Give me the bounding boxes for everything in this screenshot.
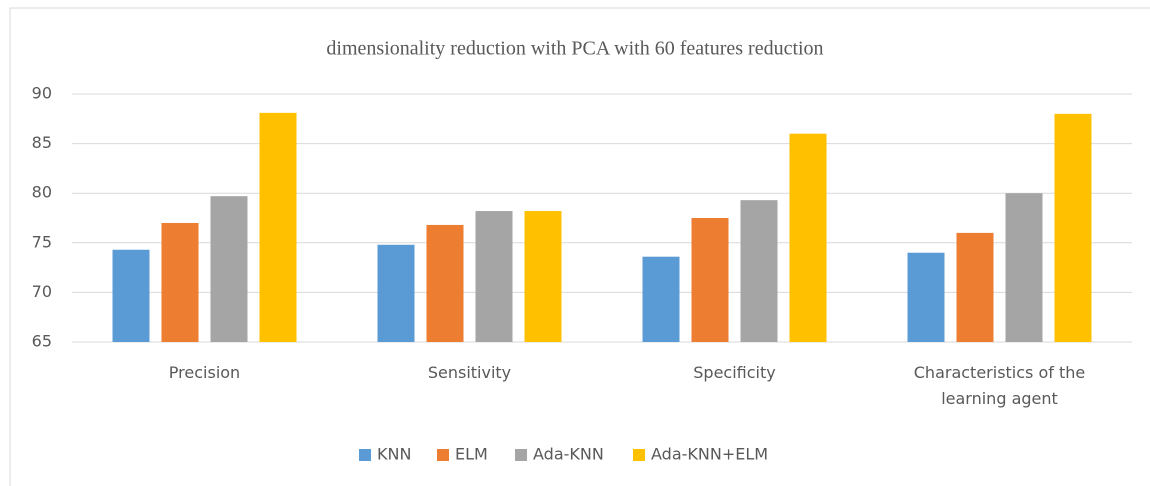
legend-swatch: [359, 449, 371, 461]
bar: [1005, 193, 1043, 342]
bar: [956, 232, 994, 342]
bar: [475, 211, 513, 342]
x-tick-label: Precision: [168, 363, 241, 382]
x-tick-label-box: Specificity: [693, 363, 776, 382]
legend-label: ELM: [455, 445, 488, 464]
bar: [907, 252, 945, 342]
bar: [642, 256, 680, 342]
legend-label: Ada-KNN+ELM: [651, 445, 768, 464]
bar: [112, 249, 150, 342]
bar: [161, 222, 199, 342]
bar: [740, 200, 778, 342]
chart-title: dimensionality reduction with PCA with 6…: [326, 38, 823, 60]
y-tick-label: 70: [32, 282, 52, 301]
bar: [691, 218, 729, 342]
x-tick-label-box: Sensitivity: [427, 363, 512, 382]
legend-label: KNN: [377, 445, 411, 464]
legend-swatch: [633, 449, 645, 461]
bar: [210, 196, 248, 342]
y-tick-label: 65: [32, 332, 52, 351]
legend-swatch: [515, 449, 527, 461]
x-tick-label: Characteristics of the learning agent: [913, 363, 1086, 408]
y-tick-label: 85: [32, 133, 52, 152]
legend-swatch: [437, 449, 449, 461]
legend-label: Ada-KNN: [533, 445, 604, 464]
bar: [259, 112, 297, 343]
x-tick-label: Specificity: [693, 363, 776, 382]
x-tick-label-box: Characteristics of the learning agent: [913, 363, 1086, 408]
bar: [789, 133, 827, 342]
y-tick-label: 75: [32, 232, 52, 251]
bar: [1054, 113, 1092, 342]
x-tick-label: Sensitivity: [427, 363, 512, 382]
y-tick-label: 80: [32, 183, 52, 202]
chart-border: [9, 7, 1150, 486]
x-tick-label-box: Precision: [168, 363, 241, 382]
y-tick-label: 90: [32, 84, 52, 103]
bar: [524, 211, 562, 342]
bar: [426, 224, 464, 342]
bar: [377, 244, 415, 342]
